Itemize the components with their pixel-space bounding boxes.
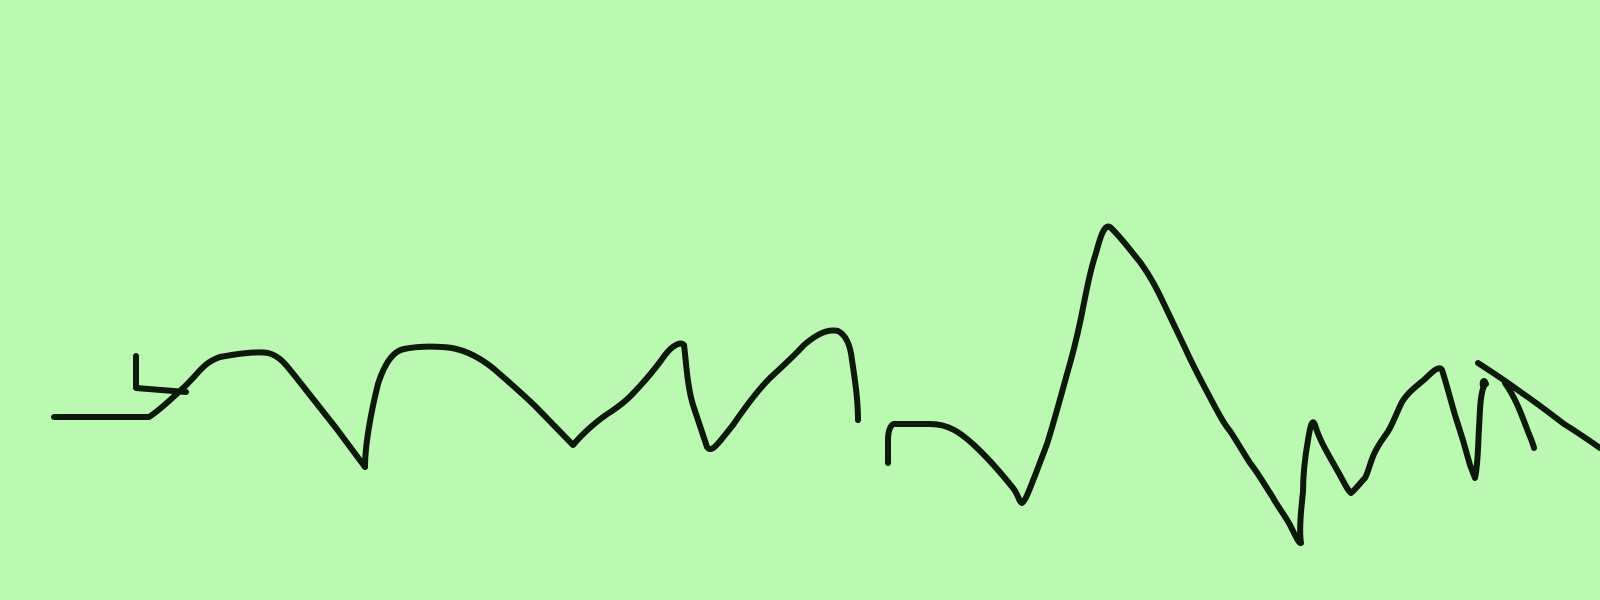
ink-stroke (1502, 380, 1537, 451)
ink-stroke (133, 353, 189, 395)
ink-stroke (362, 327, 861, 470)
ink-stroke (1475, 360, 1600, 451)
ink-stroke (1479, 377, 1489, 389)
ink-stroke (885, 223, 1487, 546)
ink-stroke (51, 349, 368, 470)
